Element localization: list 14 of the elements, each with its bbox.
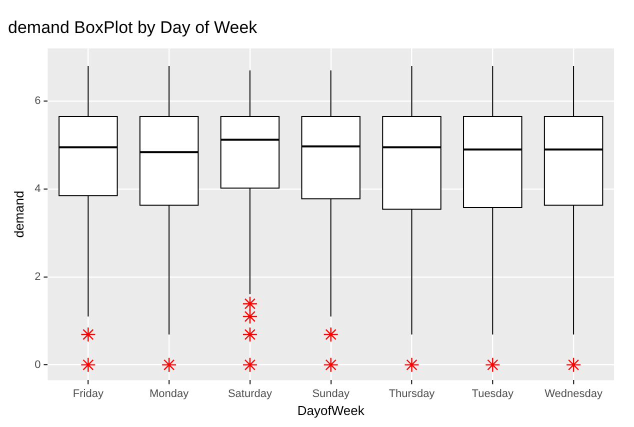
x-axis-title: DayofWeek xyxy=(297,402,365,418)
y-tick-label: 4 xyxy=(34,183,41,196)
x-tick-label: Wednesday xyxy=(544,388,603,400)
y-tick-label: 6 xyxy=(34,95,41,108)
y-axis-title: demand xyxy=(11,190,26,238)
x-tick-label: Monday xyxy=(149,388,190,400)
y-tick-label: 0 xyxy=(34,358,41,371)
x-tick-label: Thursday xyxy=(388,388,436,400)
chart-title: demand BoxPlot by Day of Week xyxy=(8,18,258,37)
x-tick-label: Saturday xyxy=(228,388,272,400)
x-tick-label: Friday xyxy=(72,388,104,400)
y-tick-label: 2 xyxy=(34,270,41,283)
x-tick-label: Tuesday xyxy=(472,388,514,400)
x-tick-label: Sunday xyxy=(312,388,350,400)
